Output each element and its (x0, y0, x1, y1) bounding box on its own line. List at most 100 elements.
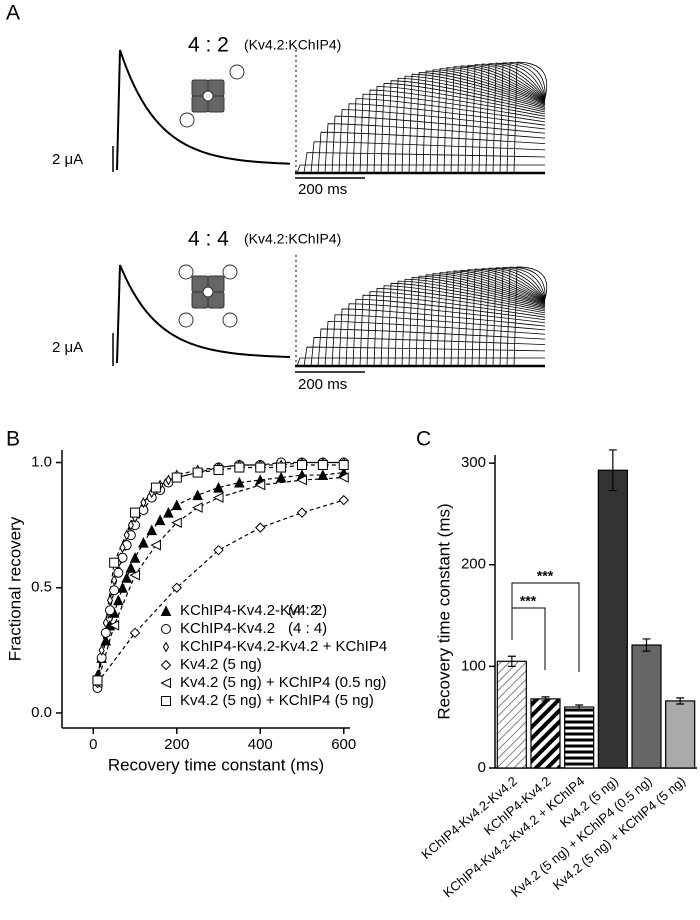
y-tick-label: 300 (461, 454, 486, 471)
data-point (212, 492, 224, 503)
recovery-trace (436, 272, 546, 367)
recovery-trace (296, 164, 545, 174)
data-point (121, 572, 133, 583)
recovery-trace (324, 123, 546, 174)
data-point (297, 460, 307, 471)
y-axis-label: Recovery time constant (ms) (434, 503, 453, 719)
recovery-trace (387, 80, 546, 174)
data-point (254, 479, 266, 491)
legend-marker (161, 696, 171, 706)
current-trace (116, 49, 291, 171)
data-point (213, 544, 224, 556)
recovery-trace (352, 98, 546, 174)
panel-label: A (6, 2, 20, 25)
recovery-trace (478, 63, 546, 174)
data-point (192, 467, 203, 478)
data-point (108, 620, 120, 631)
current-trace (116, 264, 291, 364)
error-bar (608, 449, 617, 492)
data-point (113, 594, 124, 606)
data-point (276, 462, 287, 473)
data-point (213, 481, 224, 493)
data-point (163, 506, 174, 518)
bar (564, 706, 595, 769)
data-point (125, 562, 137, 573)
recovery-trace (380, 285, 546, 367)
significance-label: *** (537, 568, 554, 584)
recovery-trace (443, 67, 546, 174)
data-point (123, 529, 130, 541)
data-point (92, 675, 103, 686)
recovery-trace (401, 278, 546, 367)
data-point (109, 585, 120, 596)
recovery-trace (338, 308, 546, 367)
data-point (140, 497, 147, 509)
data-point (213, 465, 224, 476)
legend-marker (160, 605, 172, 616)
recovery-trace (408, 73, 546, 174)
recovery-trace (415, 72, 546, 174)
x-tick-label: 0 (89, 736, 97, 753)
recovery-trace (373, 86, 546, 174)
subunit-label: (Kv4.2:KChIP4) (244, 37, 341, 53)
recovery-trace (471, 268, 546, 367)
data-point (119, 542, 126, 554)
subunit-label: (Kv4.2:KChIP4) (244, 231, 341, 247)
data-point (150, 482, 161, 493)
data-point (338, 472, 349, 483)
recovery-trace (443, 271, 546, 367)
x-tick-label: 600 (331, 736, 356, 753)
data-point (165, 474, 172, 486)
recovery-trace (464, 269, 546, 367)
data-point (127, 519, 134, 531)
data-point (171, 499, 183, 511)
x-tick-label: 200 (164, 736, 189, 753)
time-scale: 200 ms (298, 376, 347, 393)
data-point (192, 502, 203, 513)
y-tick-label: 0.5 (31, 579, 52, 596)
data-point (338, 460, 349, 471)
data-point (296, 507, 308, 518)
current-scale: 2 μA (52, 151, 83, 168)
recovery-trace (366, 89, 546, 174)
data-point (275, 471, 287, 483)
data-point (150, 539, 161, 551)
data-point (100, 627, 111, 638)
ratio-label: 4 : 4 (188, 228, 229, 251)
data-point (154, 514, 166, 526)
ratio-label: 4 : 2 (188, 34, 229, 57)
recovery-trace (485, 267, 546, 367)
recovery-trace (415, 275, 546, 367)
recovery-trace (471, 64, 546, 174)
legend-marker (161, 624, 171, 634)
significance-bracket (511, 582, 580, 672)
data-point (98, 644, 105, 656)
y-axis-label: Fractional recovery (5, 516, 24, 661)
data-point (171, 582, 182, 593)
legend-marker (160, 659, 172, 671)
data-point (100, 634, 112, 646)
recovery-trace (324, 321, 546, 367)
bar (665, 700, 696, 769)
data-point (255, 462, 266, 473)
error-bar (676, 697, 685, 705)
legend-marker (162, 641, 170, 653)
y-tick-label: 0 (478, 759, 486, 776)
data-point (109, 557, 120, 568)
data-point (234, 462, 245, 473)
y-tick-label: 0.0 (31, 704, 52, 721)
legend-marker (160, 677, 171, 689)
channel-icon (178, 264, 238, 328)
data-point (106, 594, 114, 606)
data-point (317, 460, 328, 471)
recovery-trace (317, 131, 546, 174)
data-point (111, 574, 118, 586)
bar (530, 698, 561, 769)
recovery-trace (499, 267, 546, 367)
legend-ratio: (4 : 4) (288, 620, 327, 637)
significance-label: *** (520, 593, 537, 609)
data-point (317, 469, 329, 481)
x-axis-label: Recovery time constant (ms) (108, 755, 324, 774)
data-point (146, 524, 158, 536)
